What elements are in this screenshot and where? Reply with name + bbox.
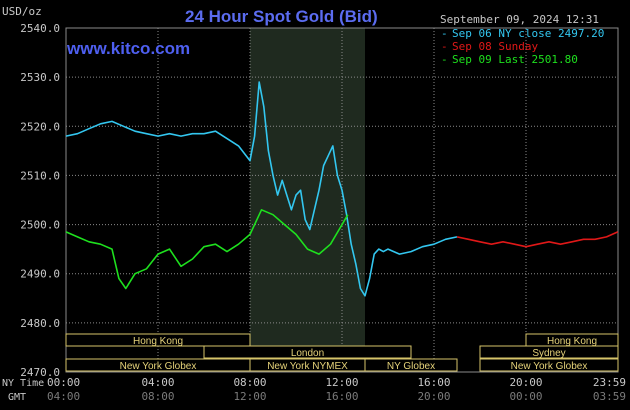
session-label: London <box>291 348 324 359</box>
session-bar <box>479 345 619 359</box>
x-tick-label-gmt: 03:59 <box>593 390 626 403</box>
session-label: New York Globex <box>511 361 588 372</box>
x-tick-label-ny: 16:00 <box>417 376 450 389</box>
session-label: Sydney <box>532 348 565 359</box>
series-line-2 <box>65 209 349 290</box>
session-bar <box>65 333 251 347</box>
series-line-1 <box>456 231 619 248</box>
y-tick-label: 2540.0 <box>20 22 60 35</box>
x-tick-label-ny: 00:00 <box>47 376 80 389</box>
x-tick-label-gmt: 04:00 <box>47 390 80 403</box>
nymex-shading <box>250 28 365 372</box>
y-tick-label: 2500.0 <box>20 219 60 232</box>
session-label: New York NYMEX <box>267 361 348 372</box>
y-tick-label: 2510.0 <box>20 169 60 182</box>
session-bar <box>479 358 619 372</box>
y-tick-label: 2530.0 <box>20 71 60 84</box>
y-tick-label: 2470.0 <box>20 366 60 379</box>
y-tick-label: 2480.0 <box>20 317 60 330</box>
x-tick-label-gmt: 20:00 <box>417 390 450 403</box>
legend-marker: - <box>441 40 448 53</box>
legend: - Sep 06 NY close 2497.20- Sep 08 Sunday- S… <box>441 27 604 66</box>
legend-entry: Sep 09 Last 2501.80 <box>452 53 578 66</box>
timestamp: September 09, 2024 12:31 <box>440 13 599 26</box>
chart-title: 24 Hour Spot Gold (Bid) <box>185 7 378 26</box>
plot-border <box>65 27 619 373</box>
session-label: New York Globex <box>120 361 197 372</box>
x-tick-label-ny: 04:00 <box>141 376 174 389</box>
site-watermark: www.kitco.com <box>66 39 190 58</box>
session-label: Hong Kong <box>547 336 597 347</box>
y-tick-label: 2490.0 <box>20 268 60 281</box>
x-tick-label-ny: 23:59 <box>593 376 626 389</box>
gmt-label: GMT <box>8 392 26 403</box>
x-tick-label-gmt: 00:00 <box>509 390 542 403</box>
ny-time-label: NY Time <box>2 378 44 389</box>
series-line-0 <box>65 81 458 297</box>
legend-marker: - <box>441 53 448 66</box>
x-tick-label-gmt: 08:00 <box>141 390 174 403</box>
x-tick-label-ny: 12:00 <box>325 376 358 389</box>
legend-marker: - <box>441 27 448 40</box>
x-tick-label-gmt: 12:00 <box>233 390 266 403</box>
x-tick-label-gmt: 16:00 <box>325 390 358 403</box>
y-tick-label: 2520.0 <box>20 120 60 133</box>
x-tick-label-ny: 08:00 <box>233 376 266 389</box>
session-label: Hong Kong <box>133 336 183 347</box>
session-bar <box>203 345 412 359</box>
session-bar <box>364 358 458 372</box>
x-tick-label-ny: 20:00 <box>509 376 542 389</box>
legend-entry: Sep 08 Sunday <box>452 40 538 53</box>
session-label: NY Globex <box>387 361 435 372</box>
unit-label: USD/oz <box>2 5 42 18</box>
legend-entry: Sep 06 NY close 2497.20 <box>452 27 604 40</box>
